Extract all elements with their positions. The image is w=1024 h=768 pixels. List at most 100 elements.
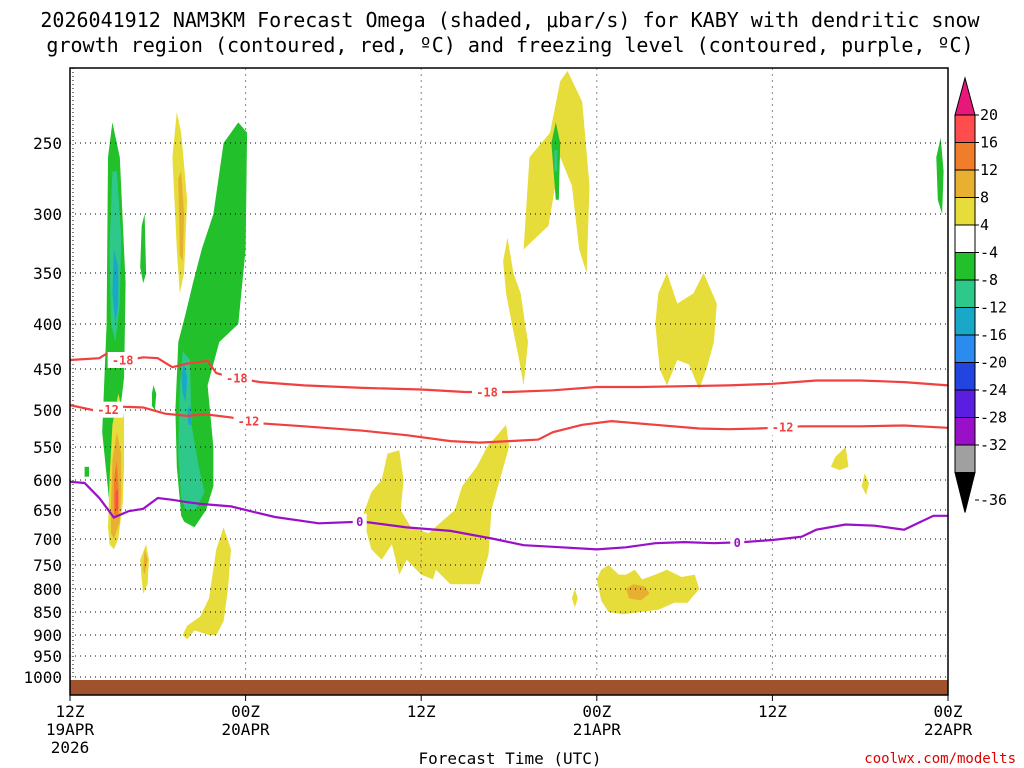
colorbar-label-11: -28 — [980, 409, 1007, 427]
omega-region-30 — [936, 137, 944, 214]
freezing-level-contour-label-0: 0 — [356, 515, 363, 529]
x-tick-label-36-1: 21APR — [573, 720, 622, 739]
colorbar-label-5: -4 — [980, 244, 998, 262]
dgz-contour--18-label-bg-2 — [472, 383, 503, 400]
colorbar-label-12: -32 — [980, 436, 1007, 454]
omega-region-23 — [626, 584, 650, 601]
omega-region-9 — [84, 466, 89, 477]
colorbar-label-2: 12 — [980, 161, 998, 179]
colorbar-label-4: 4 — [980, 216, 989, 234]
freezing-level-contour-label-bg-1 — [730, 534, 745, 551]
plot-frame — [69, 67, 949, 696]
y-tick-350: 350 — [33, 264, 62, 283]
colorbar-top-arrow — [954, 76, 976, 116]
colorbar-label-7: -12 — [980, 299, 1007, 317]
dgz-contour--18-label-0: -18 — [112, 354, 134, 368]
omega-region-24 — [571, 589, 578, 608]
x-axis-title: Forecast Time (UTC) — [418, 749, 601, 768]
y-tick-600: 600 — [33, 471, 62, 490]
plot-area: -18 -18 -18 -12 -12 -12 0 0 — [69, 67, 949, 696]
x-tick-label-24-0: 12Z — [407, 702, 436, 721]
ground-surface-bar — [70, 680, 948, 695]
y-tick-850: 850 — [33, 603, 62, 622]
dgz-contour--12-label-1: -12 — [238, 414, 260, 428]
colorbar-label-8: -16 — [980, 326, 1007, 344]
omega-region-5 — [175, 122, 248, 528]
colorbar-segment-0 — [954, 114, 976, 143]
omega-region-18 — [178, 171, 185, 262]
freezing-level-contour-line — [70, 480, 948, 551]
freezing-level-contour-label-bg-0 — [352, 513, 367, 530]
credit-text: coolwx.com/modelts — [864, 751, 1016, 767]
x-tick-label-60-1: 22APR — [924, 720, 973, 739]
y-tick-250: 250 — [33, 134, 62, 153]
contour-lines: -18 -18 -18 -12 -12 -12 0 0 — [70, 352, 948, 551]
y-tick-800: 800 — [33, 580, 62, 599]
colorbar-segment-9 — [954, 362, 976, 391]
y-tick-500: 500 — [33, 401, 62, 420]
dgz-contour--18-label-2: -18 — [476, 385, 498, 399]
omega-region-3 — [140, 214, 147, 284]
omega-region-25 — [655, 273, 717, 390]
colorbar: 20 16 12 8 4 -4 -8 -12 -16 -20 -24 -28 -32 -36 — [954, 76, 1007, 513]
colorbar-label-10: -24 — [980, 381, 1007, 399]
omega-region-19 — [362, 424, 509, 585]
y-tick-450: 450 — [33, 360, 62, 379]
dgz-contour--12-line — [70, 404, 948, 444]
colorbar-segment-5 — [954, 252, 976, 281]
colorbar-segment-10 — [954, 389, 976, 418]
omega-region-29 — [554, 150, 558, 172]
y-axis-pressure: 250 300 350 400 450 500 550 600 650 700 750 800 850 9… — [23, 134, 62, 687]
y-tick-300: 300 — [33, 205, 62, 224]
colorbar-bottom-arrow — [954, 472, 976, 513]
dgz-contour--12-label-0: -12 — [97, 403, 119, 417]
x-tick-label-48-0: 12Z — [758, 702, 787, 721]
dgz-contour--18-label-bg-1 — [221, 370, 252, 387]
omega-region-2 — [112, 249, 119, 324]
y-tick-750: 750 — [33, 556, 62, 575]
dgz-contour--12-label-bg-2 — [767, 419, 798, 436]
chart-title-line2: growth region (contoured, red, ºC) and f… — [46, 33, 973, 57]
dgz-contour--12-label-bg-1 — [233, 412, 264, 429]
omega-region-16 — [182, 527, 231, 640]
colorbar-segment-8 — [954, 334, 976, 363]
omega-region-4 — [151, 385, 157, 410]
colorbar-segment-3 — [954, 197, 976, 226]
x-tick-label-12-1: 20APR — [222, 720, 271, 739]
x-tick-label-0-0: 12Z — [56, 702, 85, 721]
x-tick-label-0-2: 2026 — [51, 738, 90, 757]
omega-region-27 — [861, 473, 869, 495]
chart-title-line1: 2026041912 NAM3KM Forecast Omega (shaded… — [40, 8, 980, 32]
colorbar-segment-12 — [954, 444, 976, 473]
x-tick-label-12-0: 00Z — [231, 702, 260, 721]
colorbar-label-0: 20 — [980, 106, 998, 124]
omega-region-26 — [830, 447, 849, 471]
y-tick-700: 700 — [33, 530, 62, 549]
x-tick-label-0-1: 19APR — [46, 720, 95, 739]
dgz-contour--18-label-bg-0 — [107, 352, 138, 368]
colorbar-segment-11 — [954, 417, 976, 446]
y-tick-950: 950 — [33, 647, 62, 666]
dgz-contour--12-label-bg-0 — [93, 401, 124, 418]
y-tick-650: 650 — [33, 501, 62, 520]
omega-region-7 — [181, 364, 188, 402]
omega-region-20 — [503, 237, 528, 386]
dgz-contour--12-label-2: -12 — [772, 421, 794, 435]
y-tick-900: 900 — [33, 626, 62, 645]
colorbar-label-13: -36 — [980, 491, 1007, 509]
y-tick-400: 400 — [33, 315, 62, 334]
omega-region-15 — [143, 549, 148, 575]
colorbar-label-6: -8 — [980, 271, 998, 289]
colorbar-segment-6 — [954, 279, 976, 308]
x-tick-label-60-0: 00Z — [934, 702, 963, 721]
y-tick-1000: 1000 — [23, 668, 62, 687]
colorbar-label-1: 16 — [980, 134, 998, 152]
colorbar-segment-7 — [954, 307, 976, 336]
colorbar-label-3: 8 — [980, 189, 989, 207]
x-tick-label-36-0: 00Z — [582, 702, 611, 721]
colorbar-segment-2 — [954, 169, 976, 198]
freezing-level-contour-label-1: 0 — [734, 536, 741, 550]
colorbar-segment-1 — [954, 142, 976, 171]
y-tick-550: 550 — [33, 438, 62, 457]
